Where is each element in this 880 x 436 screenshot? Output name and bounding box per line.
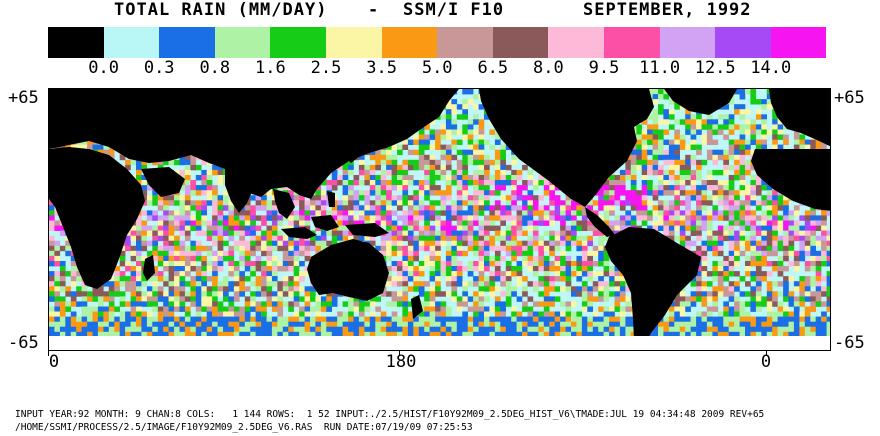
legend-label-5: 3.5	[366, 58, 397, 78]
legend-swatch-3	[214, 27, 271, 58]
greenland	[664, 89, 737, 115]
japan	[345, 141, 361, 163]
north-america	[479, 89, 654, 207]
philippines	[327, 191, 335, 207]
legend-label-9: 9.5	[588, 58, 620, 78]
indonesia-1	[281, 227, 317, 239]
legend-label-8: 8.0	[533, 58, 564, 78]
india	[225, 169, 255, 213]
australia	[307, 239, 389, 301]
legend-label-1: 0.3	[143, 58, 175, 78]
eurasia	[49, 89, 459, 199]
legend-swatch-6	[381, 27, 438, 58]
land-masses	[49, 89, 830, 350]
title-separator: -	[368, 0, 380, 20]
lon-label-180: 180	[385, 352, 417, 372]
legend-swatch-8	[492, 27, 549, 58]
legend-swatch-4	[270, 27, 326, 58]
lon-tick-0-right	[766, 351, 767, 356]
legend-swatch-5	[325, 27, 382, 58]
map-title: TOTAL RAIN (MM/DAY) - SSM/I F10 SEPTEMBE…	[0, 0, 880, 22]
new-guinea	[345, 223, 389, 237]
europe-west	[769, 89, 830, 147]
legend-labels: 0.0 0.3 0.8 1.6 2.5 3.5 5.0 6.5 8.0 9.5 11.0 12.5 14…	[0, 58, 880, 78]
antarctica	[49, 336, 830, 350]
legend-label-4: 2.5	[310, 58, 342, 78]
rain-map	[48, 88, 831, 351]
legend-label-6: 5.0	[421, 58, 453, 78]
title-variable: TOTAL RAIN (MM/DAY)	[114, 0, 328, 20]
legend-swatch-10	[603, 27, 660, 58]
color-legend	[48, 27, 827, 58]
lon-tick-180	[399, 351, 400, 356]
title-instrument: SSM/I F10	[403, 0, 505, 20]
rain-map-canvas	[49, 89, 830, 350]
legend-swatch-2	[159, 27, 215, 58]
legend-label-7: 6.5	[477, 58, 509, 78]
central-america	[585, 207, 615, 237]
lon-tick-0-left	[48, 351, 49, 356]
title-period: SEPTEMBER, 1992	[583, 0, 752, 20]
south-america	[605, 227, 701, 350]
footer-line-1: INPUT YEAR:92 MONTH: 9 CHAN:8 COLS: 1 14…	[15, 409, 765, 420]
legend-swatch-12	[715, 27, 771, 58]
lat-label-top-right: +65	[834, 88, 865, 108]
africa-west	[751, 149, 830, 211]
legend-swatch-7	[437, 27, 493, 58]
lon-label-0-right: 0	[760, 352, 772, 372]
new-zealand	[411, 295, 423, 319]
footer-line-2: /HOME/SSMI/PROCESS/2.5/IMAGE/F10Y92M09_2…	[15, 422, 473, 433]
madagascar	[143, 255, 155, 281]
lon-label-0-left: 0	[48, 352, 60, 372]
legend-swatch-11	[659, 27, 716, 58]
arabia	[141, 167, 185, 197]
legend-swatch-1	[103, 27, 160, 58]
indonesia-2	[311, 215, 339, 231]
legend-label-11: 12.5	[694, 58, 736, 78]
africa	[49, 147, 145, 289]
lat-label-top-left: +65	[8, 88, 39, 108]
legend-label-0: 0.0	[88, 58, 119, 78]
lat-label-bottom-left: -65	[8, 333, 39, 353]
legend-label-10: 11.0	[639, 58, 681, 78]
legend-swatch-13	[770, 27, 827, 58]
legend-label-12: 14.0	[750, 58, 792, 78]
lat-label-bottom-right: -65	[834, 333, 865, 353]
legend-label-2: 0.8	[199, 58, 231, 78]
legend-swatch-9	[548, 27, 604, 58]
indochina	[273, 189, 295, 219]
legend-swatch-0	[48, 27, 104, 58]
legend-label-3: 1.6	[255, 58, 286, 78]
